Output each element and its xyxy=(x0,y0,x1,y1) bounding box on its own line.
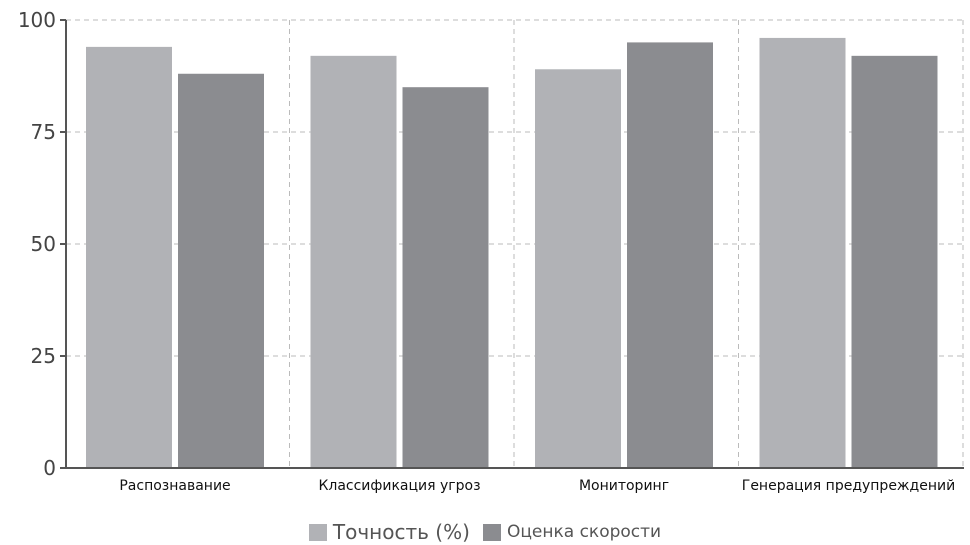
bar-accuracy xyxy=(310,55,397,469)
x-category-label: Классификация угроз xyxy=(318,478,480,494)
legend-swatch-speed xyxy=(482,523,501,541)
y-tick-label: 75 xyxy=(31,120,56,144)
y-tick-label: 50 xyxy=(31,232,56,256)
x-category-label: Генерация предупреждений xyxy=(742,478,955,494)
bar-accuracy xyxy=(535,69,621,468)
bar-speed xyxy=(178,73,264,468)
legend-label-speed: Оценка скорости xyxy=(506,522,662,542)
y-tick-labels: 0 25 50 75 100 xyxy=(18,8,56,480)
y-tick-label: 100 xyxy=(18,8,56,32)
bar-speed xyxy=(851,55,938,469)
bar-chart: 0 25 50 75 100 Распознавание Классификация уг… xyxy=(18,8,964,494)
x-category-label: Мониторинг xyxy=(579,478,669,494)
bar-accuracy xyxy=(86,46,172,468)
bar-speed xyxy=(402,87,489,468)
x-category-labels: Распознавание Классификация угроз Монитори… xyxy=(119,478,955,494)
bars xyxy=(86,37,938,469)
y-tick-label: 25 xyxy=(31,344,56,368)
legend-item-accuracy: Точность (%) xyxy=(308,520,470,544)
bar-accuracy xyxy=(759,37,846,469)
legend-swatch-accuracy xyxy=(308,523,327,541)
x-category-label: Распознавание xyxy=(119,478,230,494)
bar-speed xyxy=(627,42,713,469)
y-tick-label: 0 xyxy=(43,456,56,480)
axes xyxy=(65,20,964,469)
legend: Точность (%) Оценка скорости xyxy=(0,520,970,545)
legend-item-speed: Оценка скорости xyxy=(482,522,662,542)
legend-label-accuracy: Точность (%) xyxy=(332,520,470,544)
